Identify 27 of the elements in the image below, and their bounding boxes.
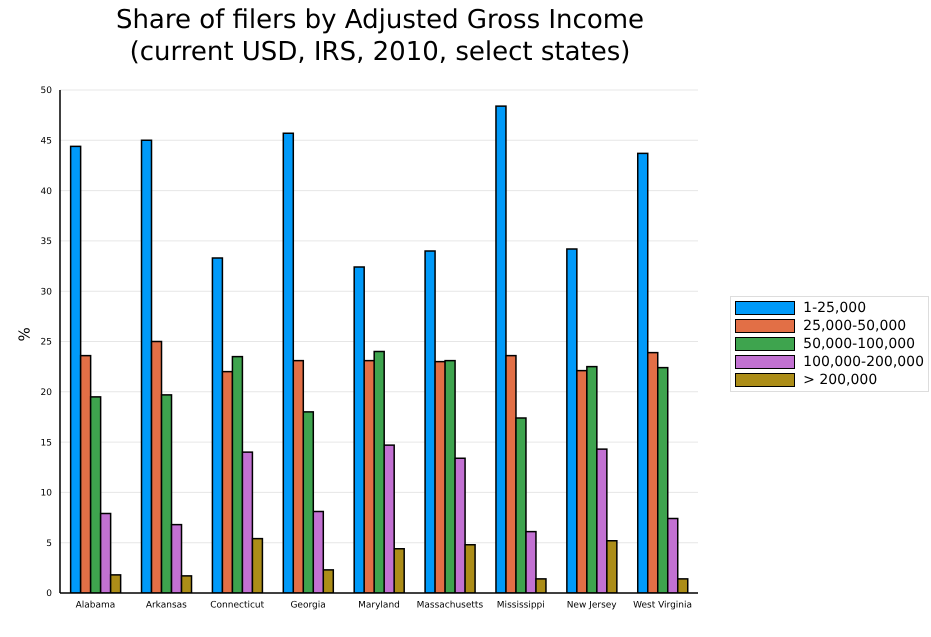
y-tick-label: 50 xyxy=(40,86,52,96)
x-tick-label: New Jersey xyxy=(566,600,618,610)
y-axis-title: % xyxy=(15,327,34,342)
y-tick-label: 5 xyxy=(46,538,52,549)
y-tick-label: 45 xyxy=(40,136,52,146)
y-tick-label: 25 xyxy=(40,338,52,348)
legend-label: 25,000-50,000 xyxy=(803,318,906,334)
x-tick-label: Arkansas xyxy=(146,600,188,610)
legend-label: 100,000-200,000 xyxy=(803,354,924,370)
legend-label: 50,000-100,000 xyxy=(803,336,916,352)
x-tick-label: Georgia xyxy=(290,600,326,610)
y-tick-label: 35 xyxy=(40,237,52,248)
y-tick-label: 30 xyxy=(40,287,52,298)
x-tick-label: Connecticut xyxy=(210,600,265,610)
chart-title: Share of filers by Adjusted Gross Income (current USD, IRS, 2010, select states) xyxy=(114,4,646,68)
x-tick-label: Mississippi xyxy=(496,600,545,610)
x-tick-label: Alabama xyxy=(76,600,116,610)
legend-label: 1-25,000 xyxy=(803,300,866,316)
y-tick-label: 10 xyxy=(40,488,52,499)
x-tick-label: Maryland xyxy=(358,600,400,610)
y-tick-label: 15 xyxy=(40,438,52,448)
y-tick-label: 40 xyxy=(40,186,52,197)
legend-label: > 200,000 xyxy=(803,372,878,388)
y-tick-label: 20 xyxy=(40,388,52,398)
x-tick-label: Massachusetts xyxy=(416,600,484,610)
y-tick-label: 0 xyxy=(46,589,52,600)
x-tick-label: West Virginia xyxy=(633,600,692,610)
